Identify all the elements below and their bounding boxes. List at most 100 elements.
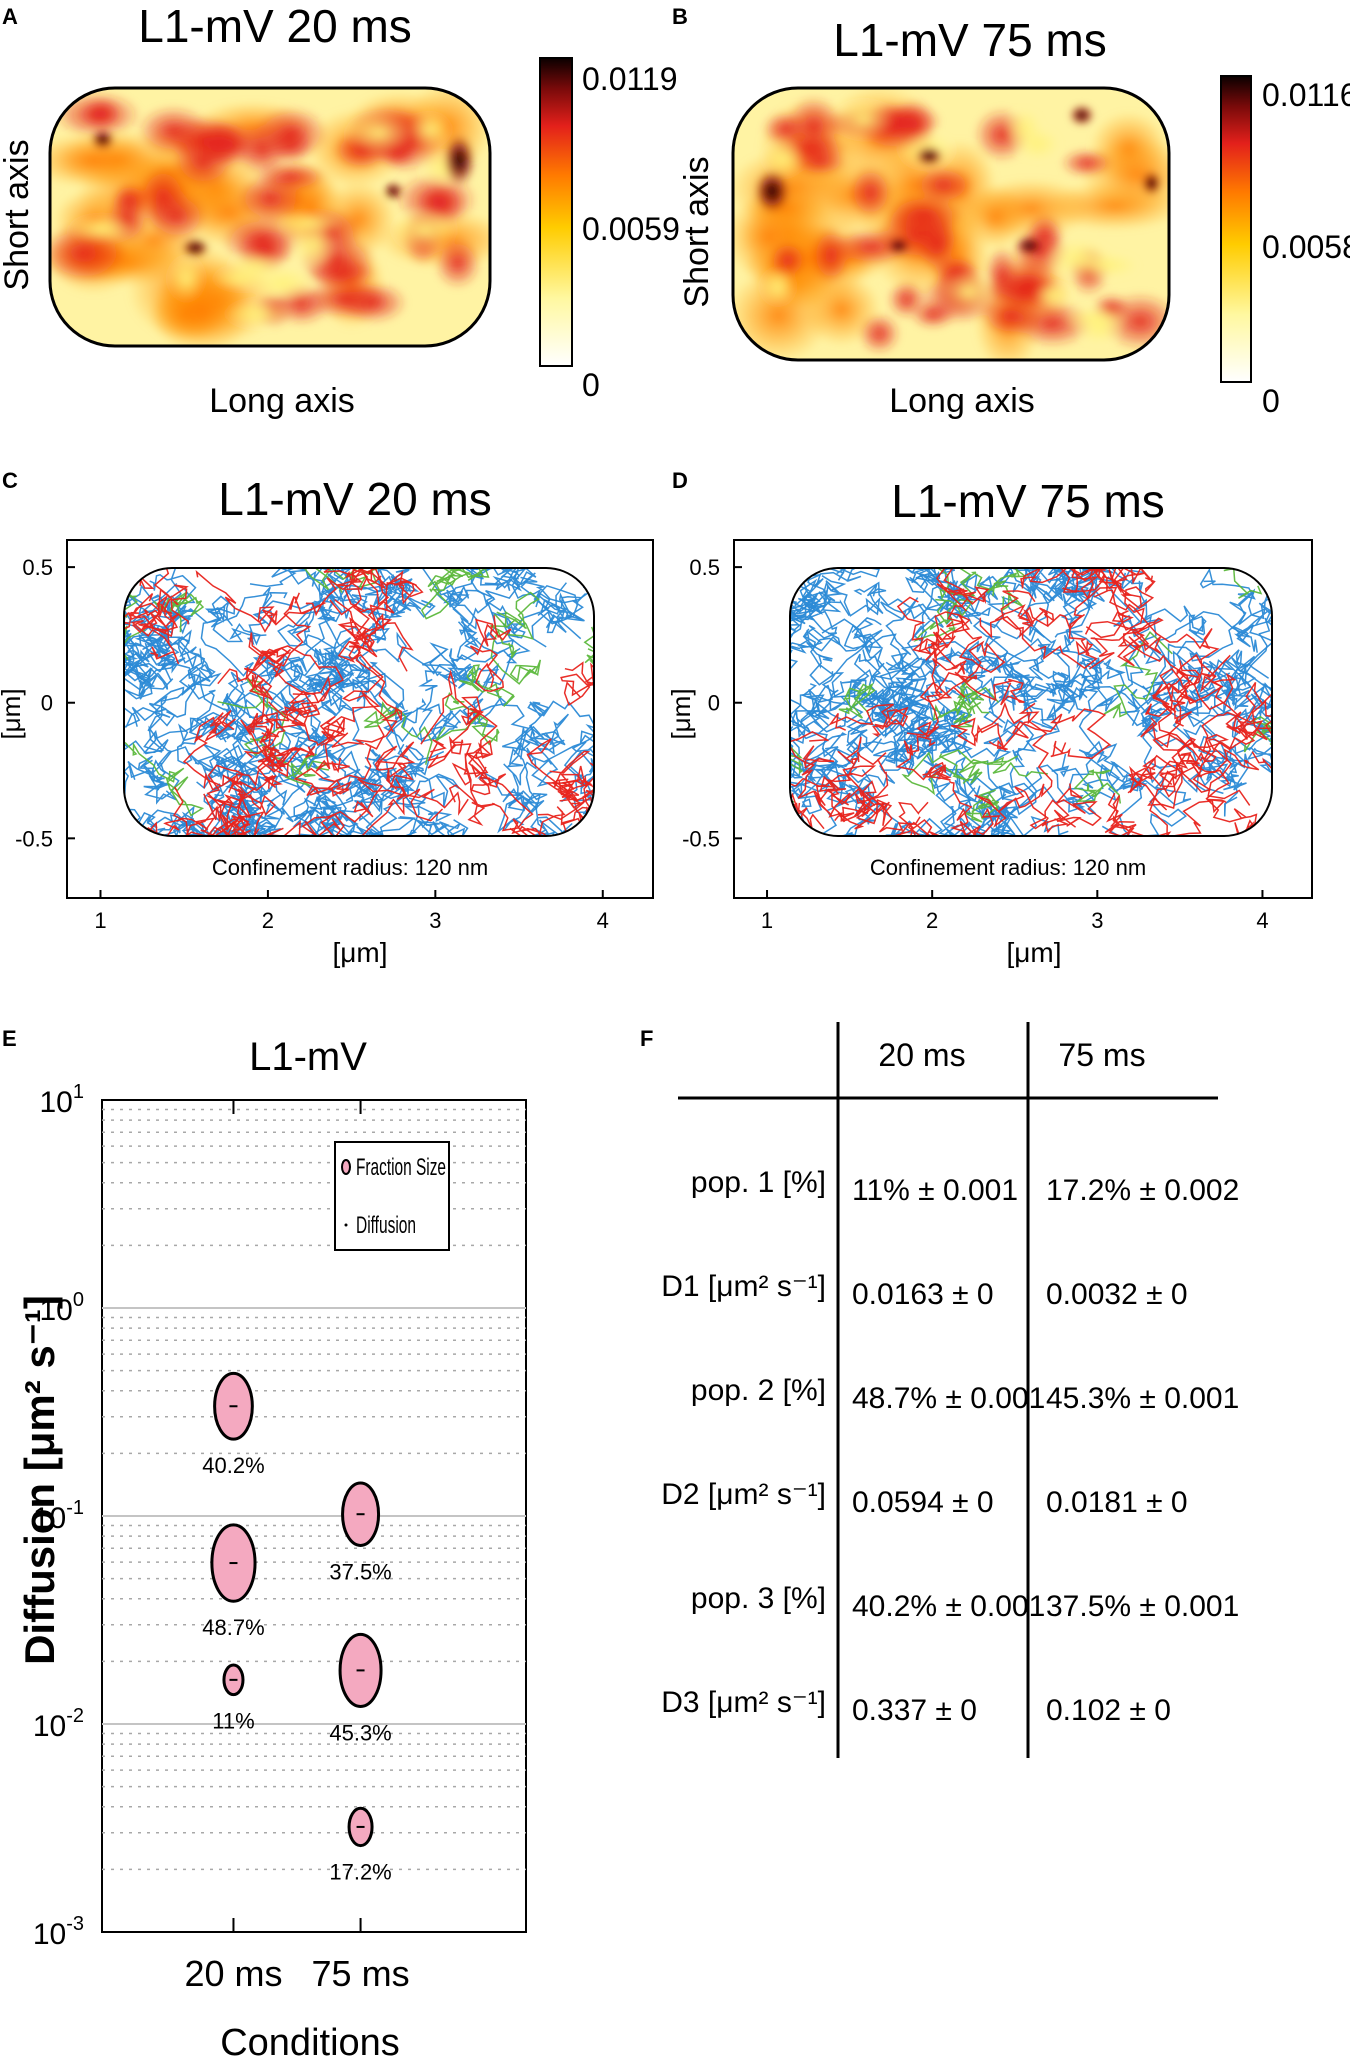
trajectories-d [790, 568, 1272, 836]
trajectory [1208, 660, 1272, 714]
trajectory [358, 622, 531, 715]
panel-d-note: Confinement radius: 120 nm [870, 855, 1146, 880]
trajectory [315, 691, 394, 774]
trajectory [124, 741, 205, 817]
panel-letter-d: D [672, 468, 688, 493]
trajectory [1051, 743, 1139, 793]
bubbles-e: 40.2% 48.7% 11% 37.5% 45.3% 17.2% [202, 1371, 392, 1885]
fraction-label: 37.5% [329, 1559, 391, 1584]
y-tick-label: 0.5 [22, 555, 53, 580]
trajectory [1020, 568, 1099, 600]
trajectory [243, 596, 312, 679]
heat-blob [1060, 148, 1113, 178]
trajectory [896, 596, 971, 659]
trajectory [911, 611, 1006, 688]
trajectory [1161, 681, 1272, 798]
x-tick-label: 4 [1256, 908, 1268, 933]
ticks-c: 1 2 3 4 0.5 0 -0.5 [15, 555, 609, 933]
trajectory [901, 749, 989, 796]
trajectory [1000, 590, 1098, 670]
trajectory [1028, 585, 1102, 681]
table-cell: 0.102 ± 0 [1046, 1694, 1171, 1727]
x-tick-label: 2 [926, 908, 938, 933]
heat-blob [304, 278, 387, 320]
y-tick-label: -0.5 [15, 826, 53, 851]
heat-peak [1015, 235, 1044, 256]
heat-peak [181, 237, 210, 258]
trajectory [1130, 756, 1227, 836]
trajectory [1067, 656, 1144, 815]
trajectory [374, 741, 416, 801]
trajectory [207, 786, 257, 836]
trajectory [958, 755, 1048, 784]
trajectory [243, 718, 316, 772]
trajectory [171, 586, 288, 635]
panel-b-title: L1-mV 75 ms [833, 14, 1107, 66]
trajectory [124, 588, 196, 677]
colorbar-b-mid: 0.0058 [1262, 229, 1350, 265]
colorbar-b [1220, 75, 1252, 383]
colorbar-a [539, 57, 573, 367]
trajectory [560, 661, 594, 707]
trajectory [920, 719, 1035, 762]
trajectory [1157, 660, 1237, 750]
colorbar-a-max: 0.0119 [582, 61, 678, 97]
x-tick-label: 3 [429, 908, 441, 933]
trajectory [195, 570, 326, 633]
trajectory [790, 730, 835, 817]
panel-e: E L1-mV 101 100 10-1 10-2 10-3 20 ms 75 ms 40.… [2, 1026, 527, 2063]
table-cell: 0.0594 ± 0 [852, 1486, 994, 1519]
table-cell: 11% ± 0.001 [852, 1174, 1018, 1207]
trajectory [936, 568, 990, 628]
trajectory [790, 595, 814, 650]
x-tick-label: 20 ms [184, 1953, 282, 1994]
fraction-label: 40.2% [202, 1453, 264, 1478]
trajectory [182, 710, 236, 791]
panel-c-title: L1-mV 20 ms [218, 473, 492, 525]
trajectory [188, 743, 268, 781]
panel-letter-f: F [640, 1026, 653, 1051]
y-tick-label: 10-3 [33, 1913, 84, 1951]
trajectory [305, 568, 369, 617]
heat-blob [910, 300, 956, 329]
heat-blob [1045, 240, 1113, 278]
trajectory [794, 578, 887, 624]
trajectory [986, 760, 1086, 836]
trajectory [502, 741, 587, 831]
cell-outline-b [731, 86, 1171, 362]
ticks-d: 1 2 3 4 0.5 0 -0.5 [682, 555, 1269, 933]
cell-outline-c [123, 567, 595, 837]
trajectory [316, 626, 371, 694]
trajectory [965, 789, 1000, 823]
heat-blob [848, 165, 894, 220]
trajectory [249, 738, 330, 787]
trajectory [790, 598, 850, 676]
trajectory [838, 682, 876, 719]
trajectory [1069, 568, 1145, 639]
trajectory [1243, 715, 1272, 753]
trajectory [124, 648, 226, 728]
panel-letter-a: A [2, 4, 18, 29]
trajectory [502, 713, 569, 787]
trajectory [851, 677, 952, 742]
trajectory [853, 568, 981, 621]
heat-peak [443, 134, 476, 187]
trajectory [1046, 586, 1220, 689]
trajectory [1088, 627, 1162, 670]
trajectory [363, 701, 433, 765]
trajectory [879, 603, 944, 697]
trajectory [449, 568, 515, 661]
trajectory [124, 594, 186, 691]
heat-blob [762, 139, 805, 178]
trajectory [944, 768, 1018, 836]
panel-b-xlabel: Long axis [889, 382, 1035, 420]
trajectory [293, 725, 385, 797]
trajectory [1176, 654, 1241, 769]
heat-blob [434, 237, 482, 289]
trajectory [337, 617, 393, 702]
table-row-label: pop. 2 [%] [691, 1374, 826, 1407]
trajectory [434, 692, 500, 746]
trajectory [1103, 631, 1173, 719]
trajectory [217, 668, 274, 753]
legend-box [334, 1141, 450, 1251]
